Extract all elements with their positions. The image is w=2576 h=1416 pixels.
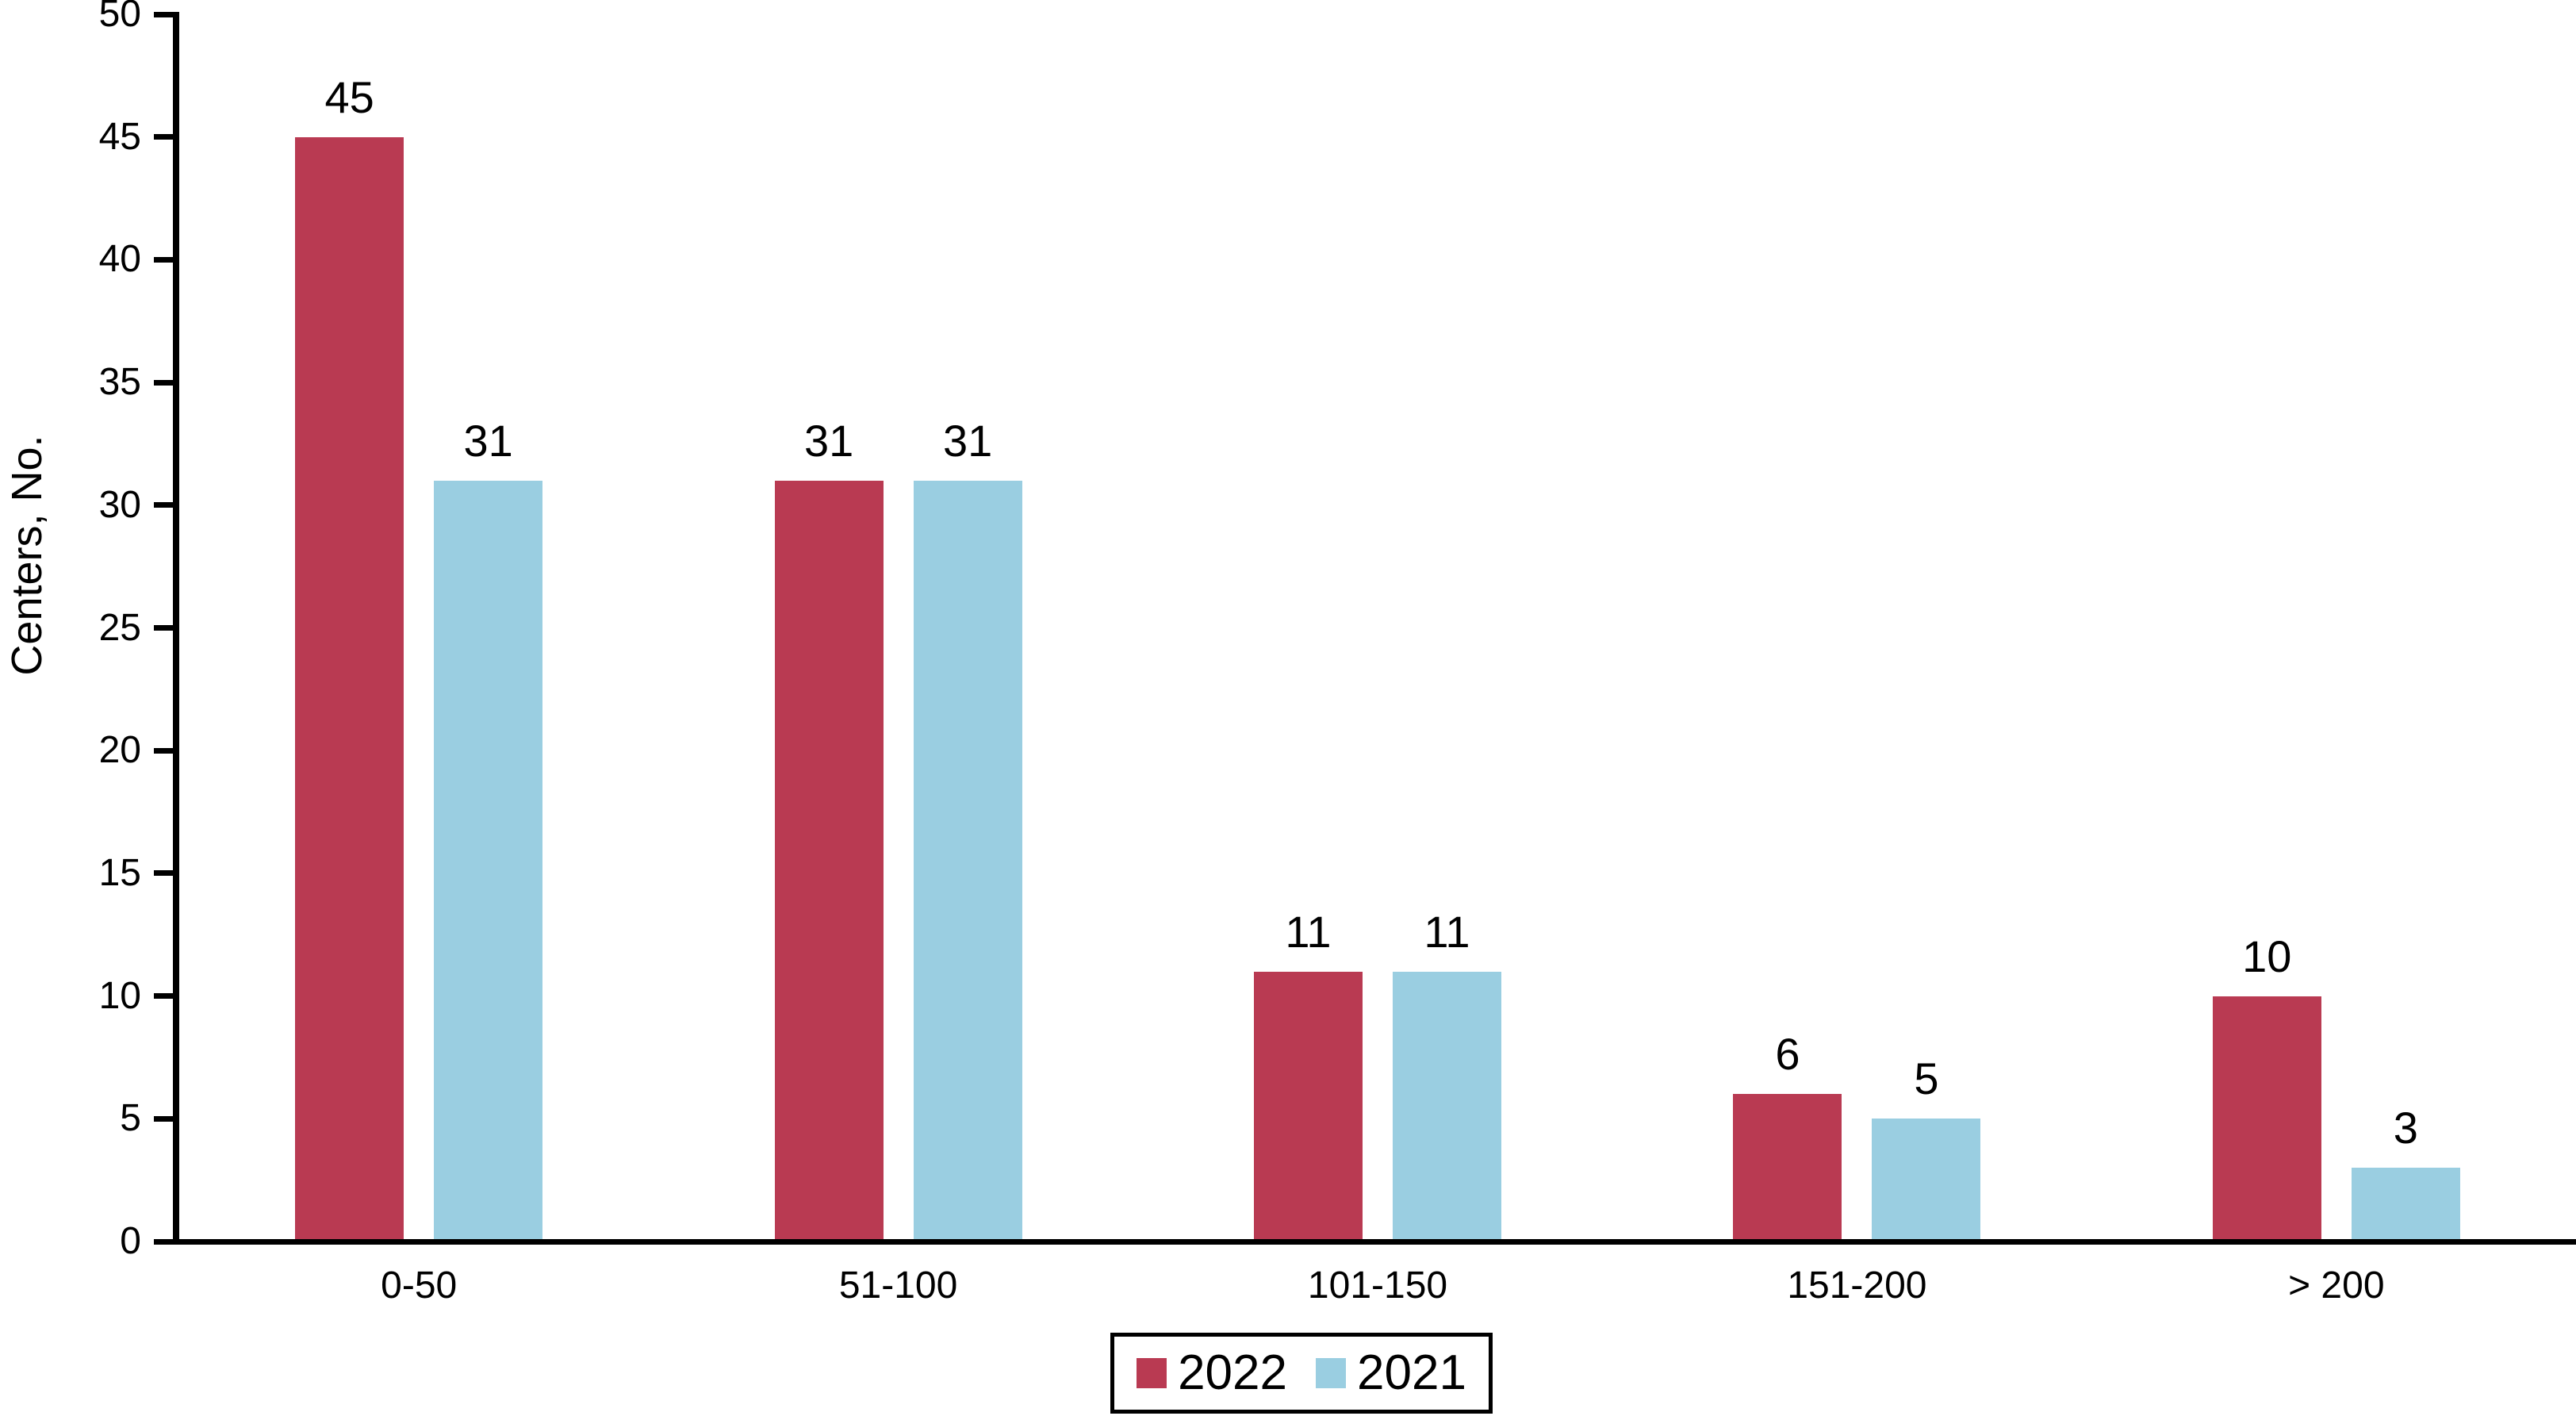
y-tick-mark (154, 11, 179, 17)
y-tick-mark (154, 747, 179, 754)
y-tick-mark (154, 379, 179, 386)
bar-value-label-2021: 3 (2393, 1103, 2418, 1153)
bar-value-label-2021: 11 (1424, 906, 1470, 957)
x-axis-line (173, 1239, 2576, 1245)
y-tick-label: 30 (98, 483, 141, 526)
y-tick-mark (154, 502, 179, 508)
y-tick-label: 10 (98, 974, 141, 1017)
legend-swatch-2021 (1316, 1358, 1346, 1388)
x-axis-category-label: 51-100 (838, 1264, 958, 1307)
legend-label-2022: 2022 (1178, 1345, 1287, 1400)
bar-value-label-2021: 31 (942, 415, 993, 466)
y-tick-mark (154, 1115, 179, 1122)
bar-2021 (2351, 1168, 2460, 1241)
bar-2022 (2212, 996, 2321, 1241)
bar-value-label-2021: 31 (463, 415, 513, 466)
y-tick-mark (154, 870, 179, 877)
y-tick-mark (154, 625, 179, 631)
y-tick-label: 25 (98, 606, 141, 649)
bar-value-label-2022: 45 (324, 71, 374, 122)
bar-value-label-2022: 6 (1775, 1029, 1800, 1080)
bar-2022 (1733, 1094, 1842, 1241)
bar-2021 (1393, 971, 1501, 1241)
bar-2022 (774, 480, 884, 1241)
x-axis-category-label: 0-50 (381, 1264, 458, 1307)
y-tick-label: 40 (98, 238, 141, 281)
y-tick-label: 0 (120, 1220, 141, 1262)
bar-value-label-2021: 5 (1914, 1053, 1939, 1104)
legend-entry-2022: 2022 (1137, 1349, 1287, 1398)
x-axis-category-label: 101-150 (1307, 1264, 1448, 1307)
y-tick-label: 35 (98, 361, 141, 404)
x-axis-category-label: > 200 (2288, 1264, 2385, 1307)
bar-2022 (295, 136, 404, 1241)
legend-entry-2021: 2021 (1316, 1349, 1466, 1398)
bar-2021 (913, 480, 1022, 1241)
y-tick-label: 5 (120, 1097, 141, 1140)
legend: 2022 2021 (1110, 1333, 1493, 1414)
y-tick-label: 45 (98, 115, 141, 158)
y-tick-label: 50 (98, 0, 141, 35)
y-tick-mark (154, 993, 179, 1000)
bar-value-label-2022: 11 (1285, 906, 1332, 957)
y-tick-label: 20 (98, 729, 141, 772)
y-tick-mark (154, 134, 179, 140)
y-tick-label: 15 (98, 851, 141, 894)
legend-label-2021: 2021 (1357, 1345, 1466, 1400)
y-tick-mark (154, 256, 179, 263)
x-axis-category-label: 151-200 (1787, 1264, 1927, 1307)
legend-swatch-2022 (1137, 1358, 1167, 1388)
y-tick-mark (154, 1238, 179, 1245)
bar-value-label-2022: 10 (2242, 931, 2292, 981)
bar-2021 (434, 480, 543, 1241)
bar-2022 (1254, 971, 1363, 1241)
bar-2021 (1872, 1119, 1981, 1241)
bar-value-label-2022: 31 (803, 415, 854, 466)
